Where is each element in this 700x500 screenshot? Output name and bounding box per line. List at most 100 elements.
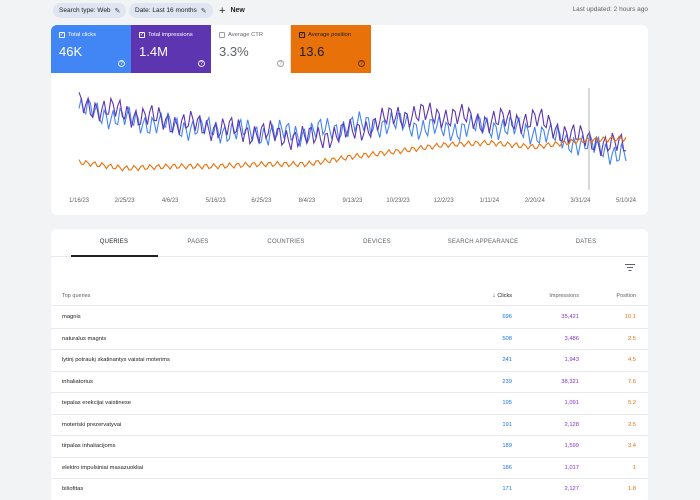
position-cell: 4.5 (627, 357, 636, 364)
clicks-cell: 191 (502, 421, 512, 428)
active-tab-indicator (71, 255, 158, 257)
help-icon[interactable]: ? (198, 60, 205, 67)
clicks-cell: 696 (502, 314, 512, 321)
new-filter-label: New (230, 7, 245, 14)
checkbox-icon[interactable] (219, 32, 225, 38)
impressions-cell: 38,321 (561, 378, 579, 385)
search-type-label: Search type: Web (59, 7, 111, 14)
position-cell: 3.4 (627, 443, 636, 450)
metric-value: 46K (59, 44, 83, 59)
table-row[interactable]: bišofitas 171 2,127 1.8 (51, 479, 648, 500)
impressions-cell: 1,599 (564, 443, 579, 450)
help-icon[interactable]: ? (118, 60, 125, 67)
metric-value: 3.3% (219, 44, 249, 59)
position-cell: 7.6 (627, 378, 636, 385)
tab-countries[interactable]: COUNTRIES (267, 239, 305, 245)
column-header-clicks[interactable]: ↓ Clicks (492, 293, 512, 299)
report-tabs: QUERIES PAGES COUNTRIES DEVICES SEARCH A… (51, 229, 648, 257)
x-tick-label: 6/25/23 (251, 198, 272, 204)
date-filter-chip[interactable]: Date: Last 16 months ✎ (129, 3, 213, 18)
x-tick-label: 8/4/23 (299, 198, 316, 204)
query-cell: elektro impulsiniai masazuokliai (62, 464, 144, 471)
table-row[interactable]: inhaliatorius 239 38,321 7.6 (51, 372, 648, 393)
new-filter-button[interactable]: + New (219, 3, 245, 18)
impressions-cell: 1,943 (564, 357, 579, 364)
clicks-cell: 189 (502, 443, 512, 450)
series-line-average-position (78, 135, 627, 172)
position-cell: 1.8 (627, 486, 636, 493)
metric-value: 13.6 (299, 44, 325, 59)
table-row[interactable]: elektro impulsiniai masazuokliai 186 1,017… (51, 458, 648, 479)
x-tick-label: 2/20/24 (525, 198, 546, 204)
query-cell: naturalus magnis (62, 335, 107, 342)
filter-bar: Search type: Web ✎ Date: Last 16 months … (0, 0, 700, 22)
impressions-cell: 2,127 (564, 486, 579, 493)
impressions-cell: 35,421 (561, 314, 579, 321)
query-cell: tirpalas inhaliacijoms (62, 443, 116, 450)
impressions-cell: 1,017 (564, 464, 579, 471)
position-cell: 10.1 (624, 314, 636, 321)
table-row[interactable]: tirpalas inhaliacijoms 189 1,599 3.4 (51, 436, 648, 458)
table-row[interactable]: magnis 696 35,421 10.1 (51, 307, 648, 329)
query-cell: inhaliatorius (62, 378, 93, 385)
x-tick-label: 3/31/24 (570, 198, 591, 204)
table-row[interactable]: naturalus magnis 508 3,486 2.5 (51, 329, 648, 350)
position-cell: 2.5 (627, 421, 636, 428)
impressions-cell: 2,128 (564, 421, 579, 428)
x-tick-label: 5/10/24 (616, 198, 637, 204)
tab-dates[interactable]: DATES (575, 239, 597, 245)
position-cell: 5.2 (627, 400, 636, 407)
filter-icon[interactable] (625, 263, 635, 271)
clicks-cell: 186 (502, 464, 512, 471)
tab-devices[interactable]: DEVICES (363, 239, 391, 245)
metric-card-total-clicks[interactable]: ✓ Total clicks 46K ? (51, 25, 131, 73)
position-cell: 2.5 (627, 335, 636, 342)
query-cell: lytinį potraukį skatinantys vaistai mote… (62, 357, 170, 364)
search-type-filter-chip[interactable]: Search type: Web ✎ (53, 3, 127, 18)
table-row[interactable]: moteriski prezervatyvai 191 2,128 2.5 (51, 415, 648, 436)
x-tick-label: 1/11/24 (479, 198, 499, 204)
x-tick-label: 9/13/23 (342, 198, 363, 204)
tab-pages[interactable]: PAGES (187, 239, 209, 245)
checkbox-icon[interactable]: ✓ (299, 31, 305, 38)
series-line-total-impressions (78, 92, 627, 157)
checkbox-icon[interactable]: ✓ (139, 31, 145, 38)
help-icon[interactable]: ? (277, 60, 284, 67)
checkbox-icon[interactable]: ✓ (59, 31, 65, 38)
table-header: Top queries ↓ Clicks Impressions Position (51, 286, 648, 306)
impressions-cell: 3,486 (564, 335, 579, 342)
metric-label: Average position (308, 32, 352, 38)
column-header-clicks-label: Clicks (497, 292, 512, 299)
metric-label: Average CTR (228, 32, 264, 38)
plus-icon: + (219, 4, 226, 17)
impressions-cell: 1,091 (564, 400, 579, 407)
metric-card-average-position[interactable]: ✓ Average position 13.6 ? (291, 25, 371, 73)
tab-queries[interactable]: QUERIES (99, 239, 129, 245)
help-icon[interactable]: ? (358, 60, 365, 67)
x-tick-label: 4/6/23 (162, 198, 179, 204)
tab-search-appearance[interactable]: SEARCH APPEARANCE (447, 239, 519, 245)
query-cell: magnis (62, 314, 81, 321)
metric-card-total-impressions[interactable]: ✓ Total impressions 1.4M ? (131, 25, 211, 73)
series-line-total-clicks (78, 97, 627, 165)
metric-label: Total impressions (148, 32, 193, 38)
column-header-impressions[interactable]: Impressions (549, 292, 579, 299)
last-updated-text: Last updated: 2 hours ago (572, 6, 648, 13)
metric-value: 1.4M (139, 44, 168, 59)
x-tick-label: 1/16/23 (69, 198, 90, 204)
table-row[interactable]: tepalas erekcijai vaistinese 195 1,091 5.2 (51, 393, 648, 415)
query-cell: moteriski prezervatyvai (62, 421, 122, 428)
metric-label: Total clicks (68, 32, 97, 38)
clicks-cell: 195 (502, 400, 512, 407)
x-tick-label: 10/23/23 (386, 198, 410, 204)
sort-arrow-icon: ↓ (492, 292, 496, 299)
metric-card-average-ctr[interactable]: Average CTR 3.3% ? (211, 25, 291, 73)
performance-line-chart[interactable]: 1/16/23 2/25/23 4/6/23 5/16/23 6/25/23 8/4/23… (51, 80, 648, 210)
column-header-queries: Top queries (62, 292, 91, 299)
clicks-cell: 508 (502, 335, 512, 342)
performance-chart-card: ✓ Total clicks 46K ? ✓ Total impressions 1… (51, 25, 648, 215)
column-header-position[interactable]: Position (616, 292, 636, 299)
position-cell: 1 (632, 464, 636, 471)
date-filter-label: Date: Last 16 months (135, 7, 197, 14)
table-row[interactable]: lytinį potraukį skatinantys vaistai mote… (51, 350, 648, 372)
